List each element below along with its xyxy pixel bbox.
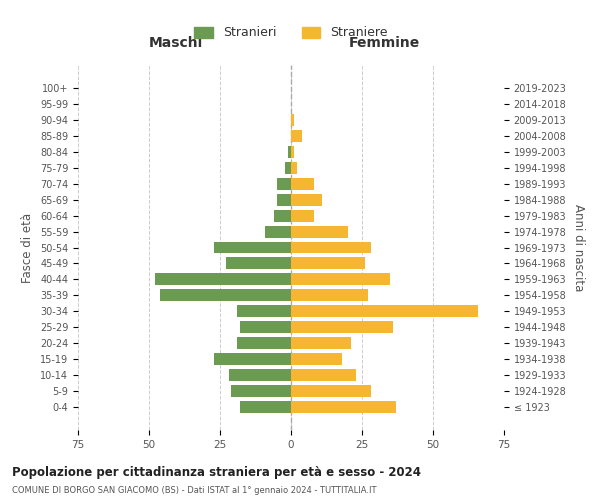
Bar (277, 194, 291, 205)
Bar (291, 146, 294, 158)
Text: Maschi: Maschi (149, 36, 203, 51)
Bar (291, 114, 294, 126)
Y-axis label: Fasce di età: Fasce di età (22, 212, 34, 282)
Bar (291, 194, 322, 205)
Bar (291, 274, 391, 285)
Bar (237, 306, 291, 318)
Bar (291, 370, 356, 382)
Bar (226, 258, 291, 270)
Bar (291, 306, 478, 318)
Text: Popolazione per cittadinanza straniera per età e sesso - 2024: Popolazione per cittadinanza straniera p… (12, 466, 421, 479)
Bar (265, 226, 291, 237)
Bar (277, 178, 291, 190)
Bar (291, 338, 350, 349)
Text: Femmine: Femmine (349, 36, 421, 51)
Bar (291, 162, 296, 173)
Y-axis label: Anni di nascita: Anni di nascita (572, 204, 585, 291)
Bar (237, 338, 291, 349)
Bar (214, 242, 291, 254)
Bar (232, 386, 291, 398)
Bar (240, 322, 291, 334)
Bar (291, 402, 396, 413)
Bar (160, 290, 291, 302)
Legend: Stranieri, Straniere: Stranieri, Straniere (188, 20, 394, 46)
Bar (291, 258, 365, 270)
Bar (291, 354, 342, 366)
Bar (155, 274, 291, 285)
Bar (291, 130, 302, 141)
Text: COMUNE DI BORGO SAN GIACOMO (BS) - Dati ISTAT al 1° gennaio 2024 - TUTTITALIA.IT: COMUNE DI BORGO SAN GIACOMO (BS) - Dati … (12, 486, 377, 495)
Bar (229, 370, 291, 382)
Bar (291, 386, 371, 398)
Bar (274, 210, 291, 222)
Bar (214, 354, 291, 366)
Bar (291, 178, 314, 190)
Bar (291, 242, 371, 254)
Bar (240, 402, 291, 413)
Bar (291, 226, 348, 237)
Bar (291, 210, 314, 222)
Bar (286, 162, 291, 173)
Bar (291, 290, 368, 302)
Bar (288, 146, 291, 158)
Bar (291, 322, 393, 334)
